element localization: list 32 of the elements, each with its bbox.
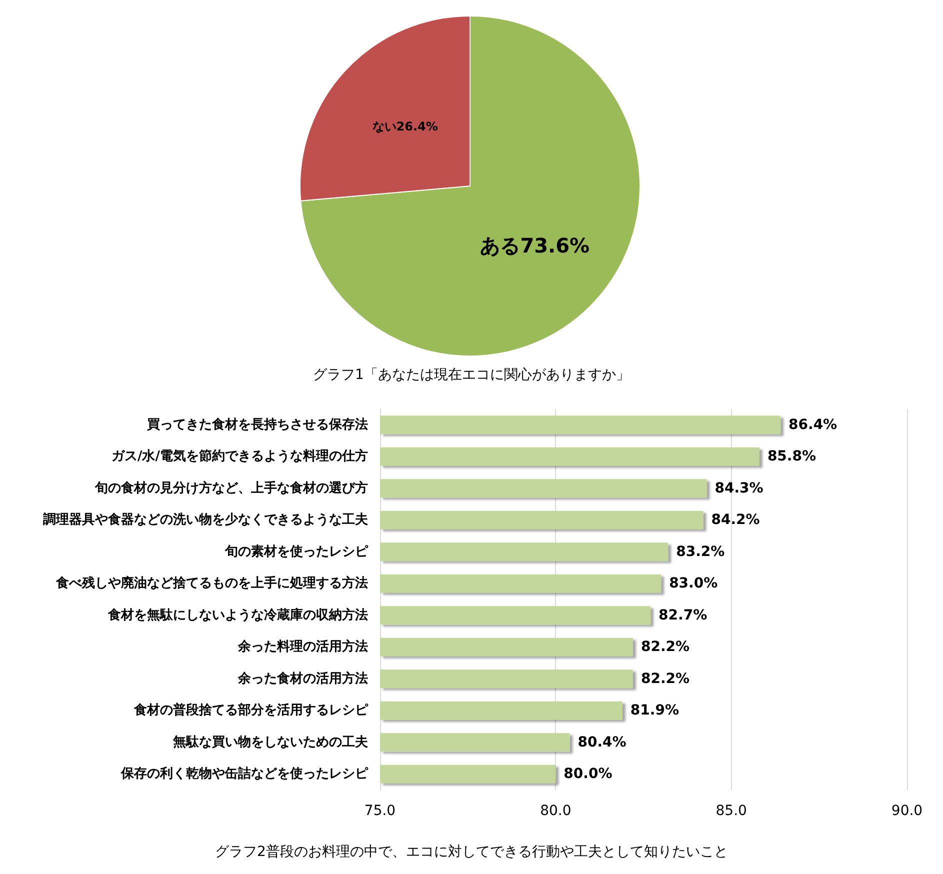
x-tick-label: 85.0 [716,803,747,819]
data-label: 82.2% [640,639,690,656]
data-label: 82.7% [658,607,708,624]
data-label: 83.2% [676,544,725,560]
data-label: 84.2% [711,512,760,528]
y-tick-label: 食材の普段捨てる部分を活用するレシピ [133,702,369,718]
data-label: 81.9% [630,702,679,719]
data-label: 85.8% [767,448,816,465]
x-tick-label: 90.0 [891,803,923,819]
y-tick-label: 余った料理の活用方法 [237,638,368,655]
y-tick-label: 旬の素材を使ったレシピ [224,543,369,560]
data-label: 84.3% [714,480,764,496]
data-label: 80.4% [578,734,626,750]
x-tick-label: 75.0 [364,803,396,819]
text: グラフ1「あなたは現在エコに関心がありますか」 [313,367,630,383]
text: グラフ2普段のお料理の中で、エコに対してできる行動や工夫として知りたいこと [215,843,728,860]
slice-label: ある73.6% [480,233,590,258]
data-label: 82.2% [640,670,690,687]
data-label: 80.0% [564,766,612,782]
data-label: 86.4% [788,416,838,433]
data-label: 83.0% [669,576,718,592]
y-tick-label: 余った食材の活用方法 [237,670,368,686]
y-tick-label: 食べ残しや廃油など捨てるものを上手に処理する方法 [55,575,368,592]
y-tick-label: 調理器具や食器などの洗い物を少なくできるような工夫 [43,512,369,528]
y-tick-label: ガス/水/電気を節約できるような料理の仕方 [112,448,368,464]
y-tick-label: 旬の食材の見分け方など、上手な食材の選び方 [94,480,368,496]
y-tick-label: 食材を無駄にしないような冷蔵庫の収納方法 [107,606,368,623]
y-tick-label: 保存の利く乾物や缶詰などを使ったレシピ [120,766,369,782]
y-tick-label: 無駄な買い物をしないための工夫 [172,734,369,750]
slice-label: ない26.4% [372,120,438,134]
y-tick-label: 買ってきた食材を長持ちさせる保存法 [146,417,368,432]
x-tick-label: 80.0 [540,803,572,819]
